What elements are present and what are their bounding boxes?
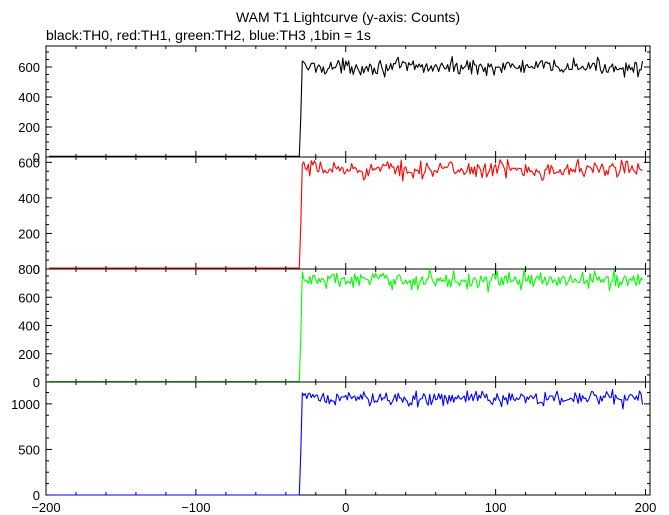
y-tick-label: 400 bbox=[18, 191, 40, 206]
y-tick-label: 400 bbox=[18, 319, 40, 334]
series-th3-line bbox=[49, 389, 644, 496]
y-tick-label: 0 bbox=[33, 262, 40, 277]
panel-th2: 0 200 400 600 800 bbox=[18, 262, 651, 390]
series-th0-line bbox=[49, 56, 644, 157]
chart-subtitle: black:TH0, red:TH1, green:TH2, blue:TH3 … bbox=[46, 27, 371, 43]
panel-th0: 0 200 400 600 bbox=[18, 45, 651, 165]
chart-title: WAM T1 Lightcurve (y-axis: Counts) bbox=[236, 9, 460, 25]
y-tick-label: 400 bbox=[18, 90, 40, 105]
panel-frame bbox=[45, 268, 651, 383]
y-tick-label: 200 bbox=[18, 120, 40, 135]
series-th2-line bbox=[49, 268, 643, 383]
y-tick-label: 200 bbox=[18, 226, 40, 241]
x-tick-label: 0 bbox=[342, 500, 349, 515]
x-tick-label: 100 bbox=[485, 500, 507, 515]
y-tick-label: 600 bbox=[18, 60, 40, 75]
y-tick-label: 600 bbox=[18, 290, 40, 305]
panel-th3: 0 500 1000 bbox=[11, 381, 651, 503]
y-tick-label: 800 bbox=[18, 262, 40, 277]
y-tick-label: 0 bbox=[33, 375, 40, 390]
y-tick-label: 600 bbox=[18, 155, 40, 170]
series-th1-line bbox=[49, 158, 643, 269]
y-tick-label: 0 bbox=[33, 150, 40, 165]
x-axis: −200 −100 0 100 200 bbox=[31, 500, 656, 515]
panels-group: 0200400600020040060002004006008000500100… bbox=[11, 45, 651, 503]
panel-th1: 0 200 400 600 bbox=[18, 155, 651, 277]
y-tick-label: 200 bbox=[18, 347, 40, 362]
x-tick-label: 200 bbox=[635, 500, 657, 515]
y-tick-label: 500 bbox=[18, 442, 40, 457]
y-tick-label: 1000 bbox=[11, 397, 40, 412]
y-tick-label: 0 bbox=[33, 488, 40, 503]
x-tick-label: −200 bbox=[31, 500, 60, 515]
panel-frame bbox=[45, 156, 651, 270]
x-tick-label: −100 bbox=[181, 500, 210, 515]
